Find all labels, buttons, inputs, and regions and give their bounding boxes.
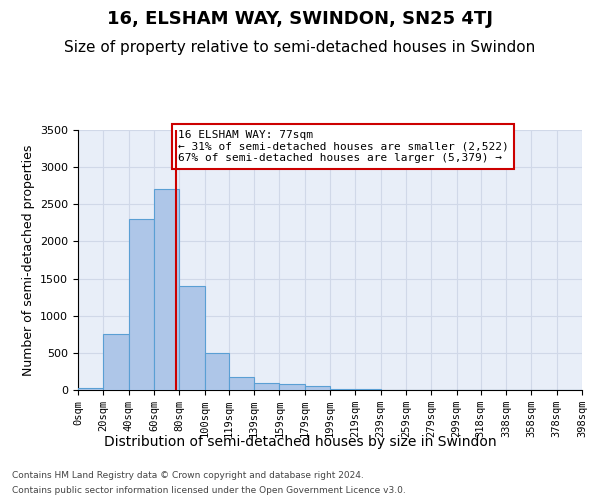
Text: Contains HM Land Registry data © Crown copyright and database right 2024.: Contains HM Land Registry data © Crown c… [12, 471, 364, 480]
Bar [330, 388, 355, 390]
Bar [78, 388, 103, 390]
Bar [229, 377, 254, 390]
Text: 16 ELSHAM WAY: 77sqm
← 31% of semi-detached houses are smaller (2,522)
67% of se: 16 ELSHAM WAY: 77sqm ← 31% of semi-detac… [178, 130, 509, 163]
Bar [128, 219, 154, 390]
Bar [280, 384, 305, 390]
Bar [103, 334, 128, 390]
Bar [179, 286, 205, 390]
Bar [254, 382, 280, 390]
Bar [305, 386, 330, 390]
Text: 16, ELSHAM WAY, SWINDON, SN25 4TJ: 16, ELSHAM WAY, SWINDON, SN25 4TJ [107, 10, 493, 28]
Bar [205, 353, 229, 390]
Text: Contains public sector information licensed under the Open Government Licence v3: Contains public sector information licen… [12, 486, 406, 495]
Bar [154, 190, 179, 390]
Y-axis label: Number of semi-detached properties: Number of semi-detached properties [22, 144, 35, 376]
Text: Size of property relative to semi-detached houses in Swindon: Size of property relative to semi-detach… [64, 40, 536, 55]
Text: Distribution of semi-detached houses by size in Swindon: Distribution of semi-detached houses by … [104, 435, 496, 449]
